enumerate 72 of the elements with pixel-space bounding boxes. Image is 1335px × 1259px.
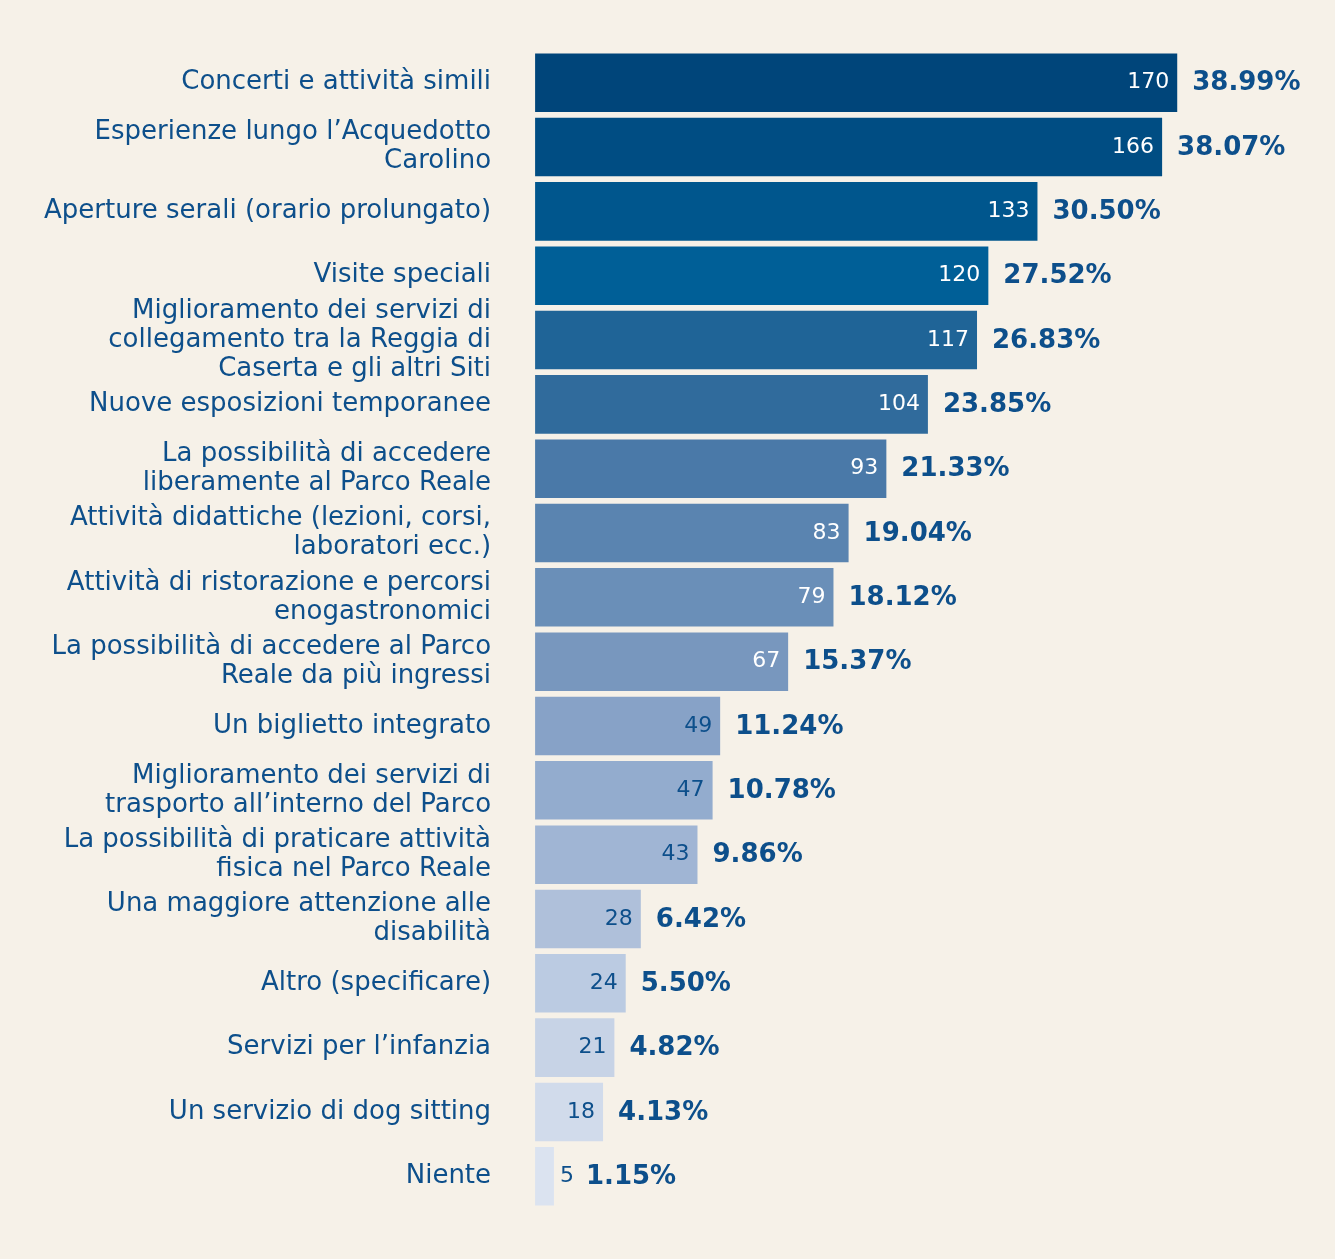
data-label: 24 [589, 969, 618, 995]
bar [535, 954, 626, 1013]
data-label: 67 [752, 647, 781, 673]
data-label: 21 [578, 1033, 607, 1059]
data-label: 120 [938, 261, 981, 287]
data-label: 83 [812, 518, 841, 544]
annotation: 19.04% [863, 516, 972, 547]
annotation: 38.07% [1177, 130, 1286, 161]
annotation: 26.83% [992, 323, 1101, 354]
y-tick-label: Attività didattiche (lezioni, corsi, laboratori ecc.) [69, 501, 492, 561]
y-tick-label: Visite speciali [313, 258, 492, 289]
y-tick-label: Nuove esposizioni temporanee [89, 387, 492, 418]
y-tick-label: Esperienze lungo l’Acquedotto Carolino [94, 115, 492, 175]
bar [535, 182, 1038, 241]
data-label: 79 [797, 583, 826, 609]
bar [535, 568, 834, 627]
annotation: 10.78% [727, 774, 836, 805]
bar [535, 117, 1163, 177]
y-tick-label: Una maggiore attenzione alle disabilità [106, 887, 492, 947]
data-label: 5 [559, 1162, 574, 1187]
y-tick-label: Concerti e attività simili [181, 65, 492, 96]
annotation: 30.50% [1052, 195, 1161, 226]
data-label: 170 [1127, 68, 1170, 94]
bar [535, 53, 1178, 112]
data-label: 49 [684, 711, 713, 737]
bar [535, 1018, 615, 1077]
y-tick-label: Altro (specificare) [260, 966, 492, 997]
y-tick-label: Servizi per l’infanzia [227, 1030, 492, 1061]
bar [535, 825, 698, 884]
y-tick-label: Miglioramento dei servizi di trasporto all’interno del Parco [105, 758, 492, 818]
annotation: 4.13% [618, 1095, 709, 1126]
data-label: 133 [987, 197, 1030, 223]
bar [535, 889, 641, 949]
annotation: 6.42% [655, 902, 747, 933]
annotation: 9.86% [712, 838, 803, 869]
data-label: 166 [1112, 132, 1155, 158]
annotation: 15.37% [803, 645, 912, 676]
y-tick-label: Miglioramento dei servizi di collegamento tra la Reggia di Caserta e gli altri Siti [108, 293, 492, 382]
y-tick-label: Aperture serali (orario prolungato) [43, 194, 492, 225]
y-tick-label: La possibilità di accedere al Parco Reale da più ingressi [51, 629, 492, 689]
bar [535, 1082, 604, 1142]
bar [535, 310, 978, 370]
annotation: 5.50% [640, 967, 731, 998]
bar [535, 1147, 554, 1206]
annotation: 4.82% [629, 1031, 720, 1062]
bar [535, 632, 789, 691]
data-label: 43 [661, 840, 690, 866]
bar [535, 696, 721, 756]
y-tick-label: Un biglietto integrato [212, 708, 492, 739]
y-tick-label: Niente [405, 1159, 492, 1190]
annotation: 23.85% [942, 388, 1052, 419]
y-tick-label: La possibilità di accedere liberamente al Parco Reale [142, 436, 492, 496]
data-label: 104 [877, 390, 920, 416]
bar [535, 375, 928, 434]
annotation: 18.12% [848, 581, 957, 612]
y-tick-label: Attività di ristorazione e percorsi enogastronomici [66, 565, 492, 625]
bar [535, 246, 989, 305]
annotation: 11.24% [735, 709, 844, 740]
annotation: 27.52% [1003, 259, 1112, 290]
y-tick-label: La possibilità di praticare attività fisica nel Parco Reale [63, 822, 492, 882]
annotation: 21.33% [901, 452, 1010, 483]
data-label: 93 [850, 454, 879, 480]
data-label: 47 [676, 776, 705, 802]
bar [535, 439, 887, 498]
bar [535, 761, 713, 820]
bar [535, 503, 849, 563]
annotation: 38.99% [1192, 66, 1301, 97]
annotation: 1.15% [585, 1160, 677, 1191]
y-tick-label: Un servizio di dog sitting [168, 1094, 492, 1125]
data-label: 28 [604, 904, 633, 930]
data-label: 18 [567, 1097, 596, 1123]
data-label: 117 [927, 325, 970, 351]
